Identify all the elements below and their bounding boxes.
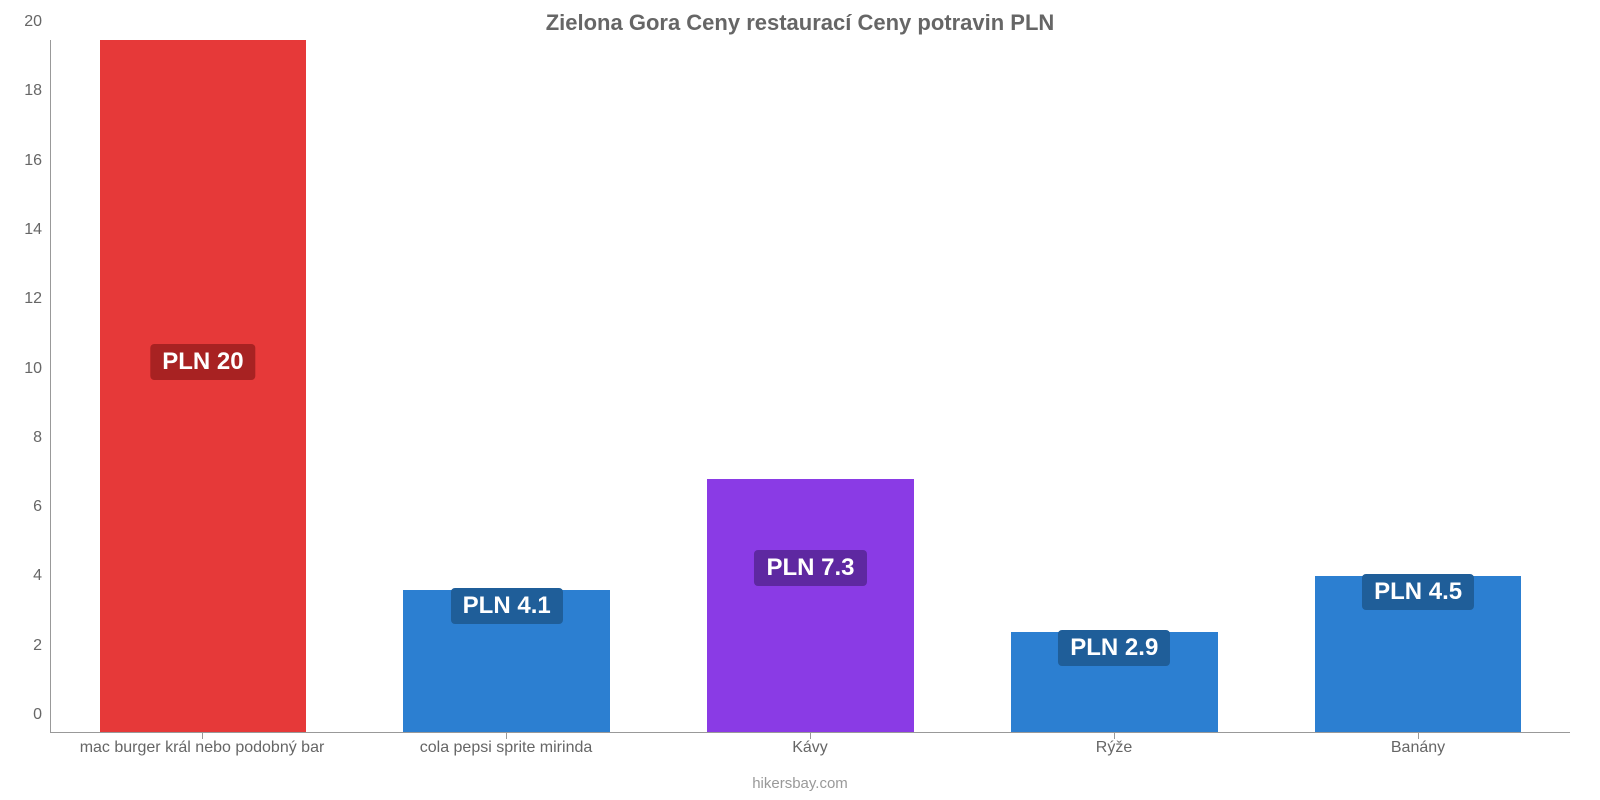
value-badge: PLN 4.1 [451, 588, 563, 624]
bar: PLN 7.3 [707, 479, 914, 732]
bar-slot: PLN 7.3 [659, 479, 963, 732]
bar: PLN 4.5 [1315, 576, 1522, 732]
bar: PLN 4.1 [403, 590, 610, 732]
plot-row: 02468101214161820 PLN 20PLN 4.1PLN 7.3PL… [0, 40, 1600, 733]
y-axis: 02468101214161820 [0, 40, 50, 733]
x-tick-label: Banány [1391, 739, 1445, 757]
value-badge: PLN 4.5 [1362, 574, 1474, 610]
y-tick: 2 [33, 637, 42, 655]
y-tick: 20 [24, 13, 42, 31]
price-bar-chart: Zielona Gora Ceny restaurací Ceny potrav… [0, 0, 1600, 800]
y-tick: 4 [33, 567, 42, 585]
chart-caption: hikersbay.com [0, 775, 1600, 800]
x-axis: mac burger král nebo podobný bar cola pep… [50, 733, 1570, 775]
bar: PLN 2.9 [1011, 632, 1218, 732]
value-badge: PLN 20 [150, 344, 255, 380]
value-badge: PLN 7.3 [754, 550, 866, 586]
x-tick-label: Rýže [1096, 739, 1132, 757]
value-badge: PLN 2.9 [1058, 630, 1170, 666]
plot-area: PLN 20 PLN 4.1 PLN 7.3 PLN 2.9 PLN 4.5 [50, 40, 1570, 733]
y-tick: 0 [33, 706, 42, 724]
y-tick: 12 [24, 290, 42, 308]
x-axis-row: mac burger král nebo podobný bar cola pep… [0, 733, 1600, 775]
bar-slot: PLN 4.1 [355, 590, 659, 732]
x-tick-label: Kávy [792, 739, 828, 757]
x-tick-label: cola pepsi sprite mirinda [420, 739, 593, 757]
x-axis-spacer [0, 733, 50, 775]
bar-slot: PLN 4.5 [1266, 576, 1570, 732]
y-tick: 6 [33, 498, 42, 516]
y-tick: 16 [24, 152, 42, 170]
x-tick-label: mac burger král nebo podobný bar [80, 739, 325, 757]
y-tick: 8 [33, 429, 42, 447]
y-tick: 10 [24, 360, 42, 378]
bar-slot: PLN 2.9 [962, 632, 1266, 732]
y-tick: 18 [24, 82, 42, 100]
bar: PLN 20 [100, 40, 307, 732]
y-tick: 14 [24, 221, 42, 239]
bar-slot: PLN 20 [51, 40, 355, 732]
chart-title: Zielona Gora Ceny restaurací Ceny potrav… [0, 0, 1600, 40]
